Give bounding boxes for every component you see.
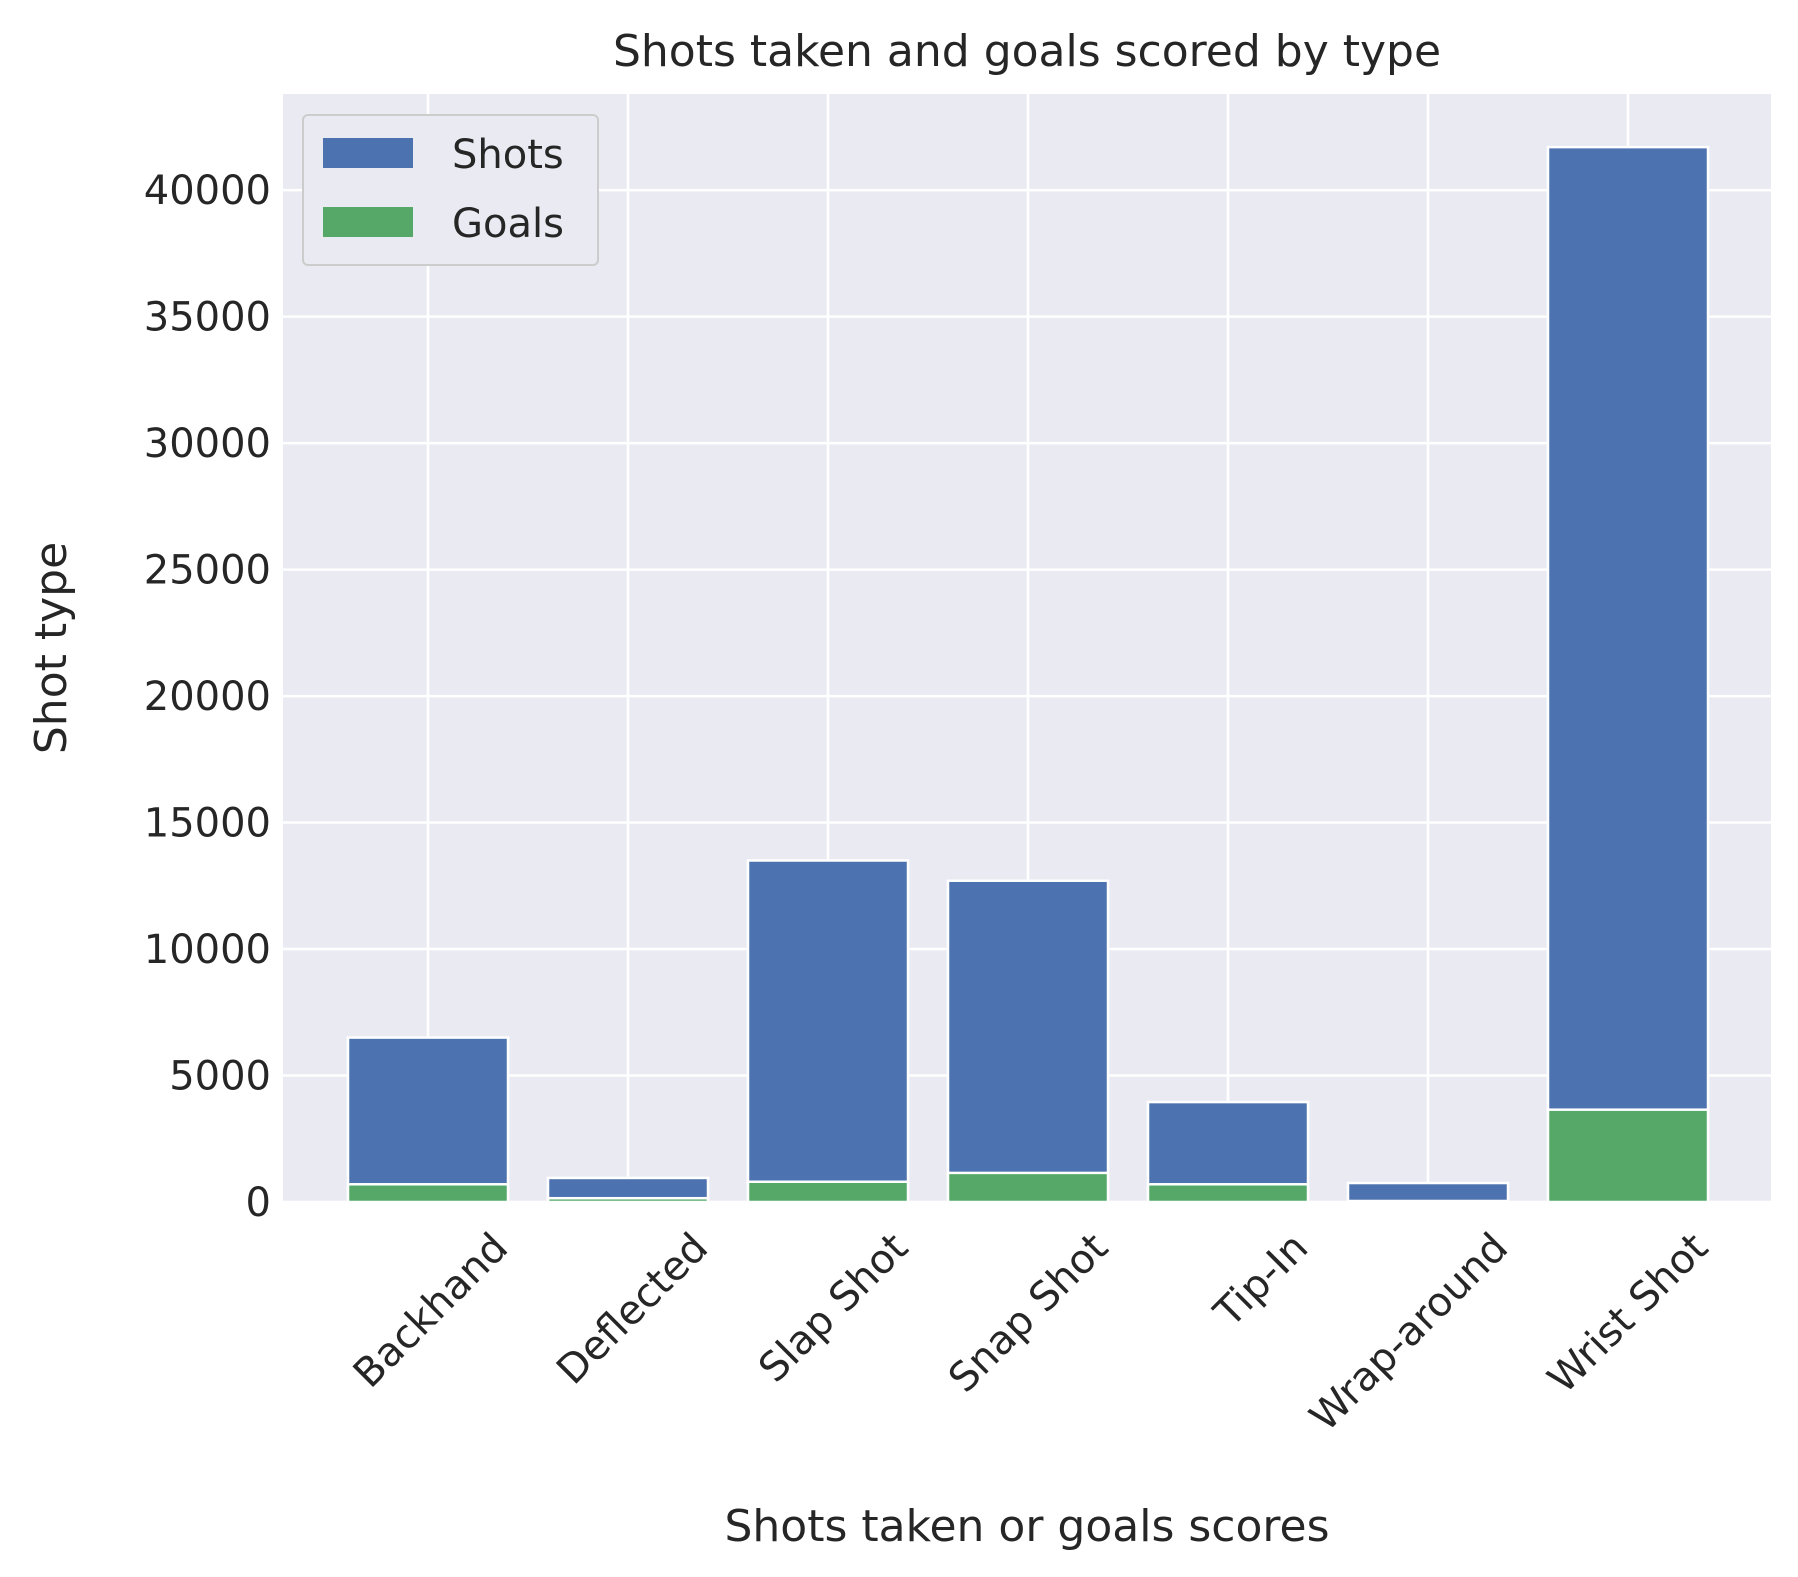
bar-goals-backhand: [346, 1183, 510, 1204]
x-tick-snap-shot: Snap Shot: [940, 1225, 1117, 1402]
legend-label-goals: Goals: [452, 201, 564, 247]
bars: [346, 145, 1710, 1204]
y-tick-15000: 15000: [144, 801, 271, 847]
chart-title: Shots taken and goals scored by type: [613, 26, 1441, 77]
legend: Shots Goals: [302, 114, 599, 266]
bar-shots-wrap-around: [1346, 1181, 1510, 1204]
bar-goals-wrap-around: [1346, 1199, 1510, 1204]
x-tick-wrist-shot: Wrist Shot: [1539, 1225, 1717, 1403]
y-tick-30000: 30000: [144, 421, 271, 467]
y-tick-5000: 5000: [169, 1054, 271, 1100]
y-tick-35000: 35000: [144, 295, 271, 341]
bar-goals-wrist-shot: [1546, 1108, 1710, 1204]
y-axis-label: Shot type: [26, 542, 77, 754]
x-axis-label: Shots taken or goals scores: [724, 1501, 1329, 1552]
x-tick-wrap-around: Wrap-around: [1301, 1225, 1517, 1441]
bar-shots-backhand: [346, 1036, 510, 1204]
x-tick-labels: Backhand Deflected Slap Shot Snap Shot Tip-I…: [345, 1225, 1717, 1441]
y-tick-labels: 0 5000 10000 15000 20000 25000 30000 35000 40000: [144, 168, 271, 1226]
x-tick-backhand: Backhand: [345, 1225, 517, 1397]
bar-goals-slap-shot: [746, 1180, 910, 1204]
y-tick-0: 0: [246, 1180, 271, 1226]
y-tick-25000: 25000: [144, 548, 271, 594]
legend-swatch-goals: [323, 207, 413, 237]
bar-goals-tip-in: [1146, 1183, 1310, 1204]
legend-label-shots: Shots: [452, 132, 564, 178]
x-tick-slap-shot: Slap Shot: [750, 1225, 917, 1392]
bar-shots-slap-shot: [746, 859, 910, 1204]
legend-swatch-shots: [323, 138, 413, 168]
bar-goals-snap-shot: [946, 1171, 1110, 1204]
bar-shots-snap-shot: [946, 879, 1110, 1204]
bar-goals-deflected: [546, 1196, 710, 1204]
y-tick-10000: 10000: [144, 927, 271, 973]
y-tick-20000: 20000: [144, 674, 271, 720]
bar-shots-wrist-shot: [1546, 145, 1710, 1204]
x-tick-tip-in: Tip-In: [1205, 1225, 1317, 1337]
y-tick-40000: 40000: [144, 168, 271, 214]
x-tick-deflected: Deflected: [548, 1225, 717, 1394]
